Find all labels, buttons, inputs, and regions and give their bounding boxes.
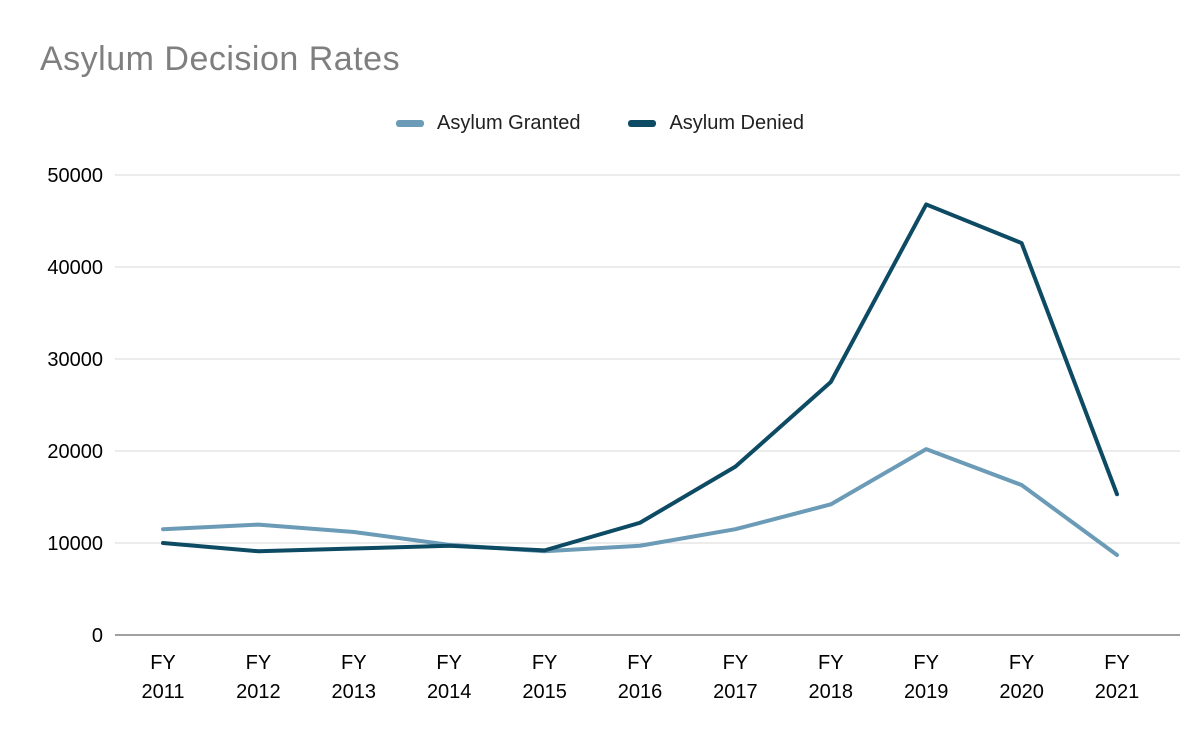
x-tick-label: FY [532, 652, 558, 674]
x-tick-label: 2015 [522, 681, 567, 703]
y-tick-label: 0 [92, 625, 103, 647]
x-tick-label: 2017 [713, 681, 758, 703]
x-tick-label: FY [1104, 652, 1130, 674]
y-tick-label: 50000 [47, 165, 103, 187]
legend-item-asylum-denied: Asylum Denied [628, 112, 804, 135]
legend-item-asylum-granted: Asylum Granted [396, 112, 580, 135]
x-tick-label: 2016 [618, 681, 663, 703]
x-tick-label: 2014 [427, 681, 472, 703]
x-tick-label: 2011 [141, 681, 184, 703]
legend-label-granted: Asylum Granted [437, 112, 581, 134]
legend-label-denied: Asylum Denied [669, 112, 804, 134]
x-tick-label: FY [341, 652, 367, 674]
x-tick-label: FY [723, 652, 749, 674]
x-tick-label: FY [913, 652, 939, 674]
x-tick-label: FY [818, 652, 844, 674]
x-tick-label: 2018 [809, 681, 854, 703]
x-tick-label: 2012 [236, 681, 281, 703]
legend-swatch-granted-icon [396, 120, 425, 127]
x-tick-label: 2020 [999, 681, 1044, 703]
x-tick-label: 2021 [1095, 681, 1140, 703]
x-tick-label: FY [627, 652, 653, 674]
y-tick-label: 30000 [47, 349, 103, 371]
y-tick-label: 20000 [47, 441, 103, 463]
x-tick-label: FY [436, 652, 462, 674]
line-chart-plot-area: 0 10000 20000 30000 40000 50000 FY 2011 FY 2012 FY… [47, 165, 1180, 703]
x-tick-label: 2013 [332, 681, 377, 703]
y-tick-label: 40000 [47, 257, 103, 279]
x-tick-label: FY [246, 652, 272, 674]
chart-legend: Asylum Granted Asylum Denied [0, 112, 1200, 135]
chart-title: Asylum Decision Rates [40, 40, 401, 78]
legend-swatch-denied-icon [628, 120, 657, 127]
series-line-asylum-denied [161, 202, 1119, 554]
y-tick-label: 10000 [47, 533, 103, 555]
x-tick-label: FY [150, 652, 176, 674]
x-tick-label: 2019 [904, 681, 949, 703]
series-line-asylum-granted [161, 447, 1119, 557]
x-tick-label: FY [1009, 652, 1035, 674]
